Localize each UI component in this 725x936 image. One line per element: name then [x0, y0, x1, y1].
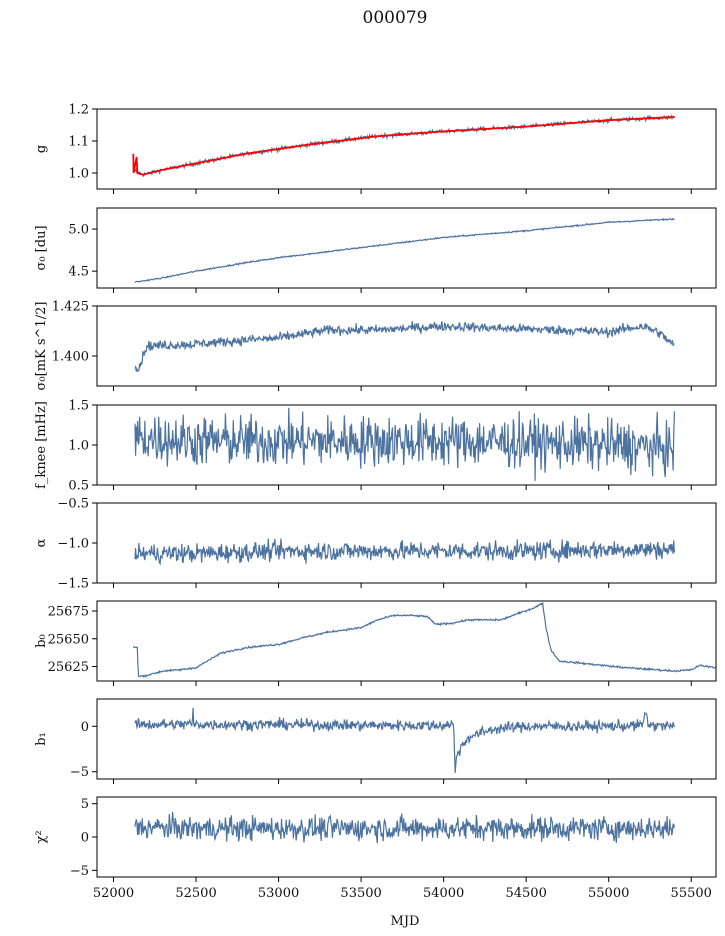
series-line-1 [134, 707, 675, 773]
y-tick-label: 25675 [48, 605, 89, 620]
y-tick-label: 1.0 [68, 439, 89, 454]
y-tick-label: 1.2 [68, 103, 89, 118]
panel-1: 1.0 1.1 1.2 g [34, 103, 717, 194]
model-line [132, 116, 675, 176]
axes-frame [96, 305, 717, 387]
y-tick-label: 0 [81, 831, 89, 846]
axes-frame [96, 796, 717, 878]
axes-frame [96, 600, 717, 682]
y-tick-label: −5 [70, 765, 89, 780]
y-axis-label: f_knee [mHz] [34, 401, 49, 489]
y-axis-label: σ₀[mK s^1/2] [34, 302, 49, 391]
y-tick-label: 5.0 [68, 223, 89, 238]
x-axis-label: MJD [391, 914, 420, 929]
y-tick-label: −1.5 [57, 577, 89, 592]
panel-6: 25625 25650 25675 b₀ [34, 600, 717, 686]
axes-frame [96, 207, 717, 289]
y-tick-label: 25625 [48, 660, 89, 675]
y-axis-label: σ₀ [du] [34, 225, 49, 270]
x-tick-label: 52500 [175, 886, 216, 901]
axes-frame [96, 502, 717, 584]
y-axis-label: χ² [34, 830, 49, 843]
y-tick-label: 5 [81, 797, 89, 812]
y-tick-label: 1.0 [68, 167, 89, 182]
panel-2: 4.5 5.0 σ₀ [du] [34, 207, 717, 293]
x-tick-label: 53000 [258, 886, 299, 901]
axes-frame [96, 108, 717, 190]
y-tick-label: 1.425 [52, 300, 89, 315]
x-tick-label: 55000 [588, 886, 629, 901]
panel-4: 0.5 1.0 1.5 f_knee [mHz] [34, 399, 717, 494]
y-tick-label: −5 [70, 864, 89, 879]
series-line-1 [134, 321, 675, 373]
series-line-1 [134, 811, 675, 844]
y-tick-label: 1.5 [68, 399, 89, 414]
series-line-1 [134, 407, 675, 481]
y-axis-label: b₁ [34, 732, 49, 746]
figure-title: 000079 [363, 8, 428, 28]
y-axis-label: b₀ [34, 634, 49, 648]
y-tick-label: 0.5 [68, 479, 89, 494]
y-tick-label: 25650 [48, 632, 89, 647]
panel-5: −1.5 −1.0 −0.5 α [34, 497, 717, 592]
x-tick-label: 52000 [93, 886, 134, 901]
panel-7: −5 0 b₁ [34, 698, 717, 784]
y-tick-label: −0.5 [57, 497, 89, 512]
y-axis-label: α [34, 538, 49, 547]
x-tick-label: 53500 [340, 886, 381, 901]
series-line-1 [132, 113, 675, 177]
y-axis-label: g [34, 145, 49, 153]
x-tick-label: 54500 [505, 886, 546, 901]
x-tick-label: 54000 [423, 886, 464, 901]
x-tick-label: 55500 [671, 886, 712, 901]
series-line-1 [134, 217, 675, 283]
y-tick-label: 4.5 [68, 265, 89, 280]
axes-frame [96, 698, 717, 780]
series-line-1 [132, 601, 716, 679]
y-tick-label: 1.400 [52, 350, 89, 365]
y-tick-label: 1.1 [68, 135, 89, 150]
y-tick-label: 0 [81, 720, 89, 735]
series-line-1 [134, 538, 675, 566]
y-tick-label: −1.0 [57, 537, 89, 552]
panel-8: −5 0 5 52000 52500 53000 53500 54000 54500 55000 5… [34, 796, 717, 901]
